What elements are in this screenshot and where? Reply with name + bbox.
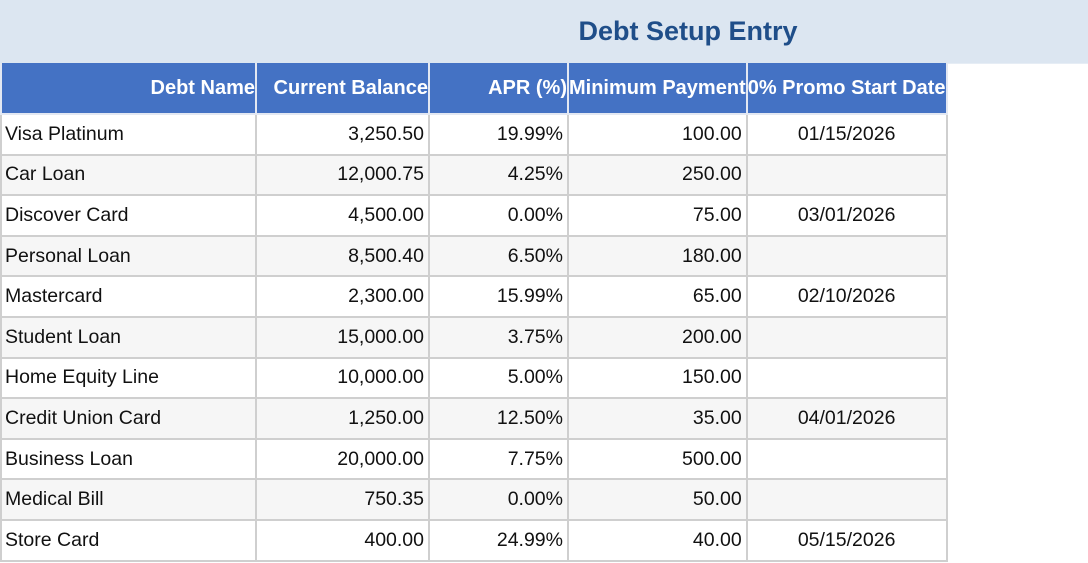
table-row: Personal Loan 8,500.40 6.50% 180.00 xyxy=(0,234,948,278)
balance-cell[interactable]: 8,500.40 xyxy=(255,234,430,278)
min-payment-cell[interactable]: 65.00 xyxy=(567,275,748,318)
apr-cell[interactable]: 3.75% xyxy=(428,315,569,359)
debt-name-cell[interactable]: Business Loan xyxy=(0,437,257,481)
header-current-balance[interactable]: Current Balance xyxy=(255,63,430,115)
min-payment-cell[interactable]: 180.00 xyxy=(567,234,748,278)
sheet-title: Debt Setup Entry xyxy=(578,16,798,46)
promo-date-cell[interactable] xyxy=(745,315,948,359)
balance-cell[interactable]: 1,250.00 xyxy=(255,397,430,440)
promo-date-cell[interactable] xyxy=(745,478,948,521)
debt-name-cell[interactable]: Medical Bill xyxy=(0,478,257,521)
header-debt-name[interactable]: Debt Name xyxy=(0,63,257,115)
debt-name-cell[interactable]: Personal Loan xyxy=(0,234,257,278)
balance-cell[interactable]: 12,000.75 xyxy=(255,153,430,197)
debt-name-cell[interactable]: Home Equity Line xyxy=(0,356,257,400)
apr-cell[interactable]: 5.00% xyxy=(428,356,569,400)
promo-date-cell[interactable] xyxy=(745,356,948,400)
promo-date-cell[interactable]: 05/15/2026 xyxy=(745,518,948,562)
min-payment-cell[interactable]: 75.00 xyxy=(567,194,748,237)
promo-date-cell[interactable]: 02/10/2026 xyxy=(745,275,948,318)
min-payment-cell[interactable]: 150.00 xyxy=(567,356,748,400)
promo-date-cell[interactable] xyxy=(745,153,948,197)
min-payment-cell[interactable]: 35.00 xyxy=(567,397,748,440)
min-payment-cell[interactable]: 100.00 xyxy=(567,113,748,156)
table-row: Car Loan 12,000.75 4.25% 250.00 xyxy=(0,153,948,197)
apr-cell[interactable]: 24.99% xyxy=(428,518,569,562)
balance-cell[interactable]: 15,000.00 xyxy=(255,315,430,359)
header-minimum-payment[interactable]: Minimum Payment xyxy=(567,63,748,115)
apr-cell[interactable]: 19.99% xyxy=(428,113,569,156)
min-payment-cell[interactable]: 40.00 xyxy=(567,518,748,562)
header-apr[interactable]: APR (%) xyxy=(428,63,569,115)
debt-name-cell[interactable]: Student Loan xyxy=(0,315,257,359)
table-row: Medical Bill 750.35 0.00% 50.00 xyxy=(0,478,948,521)
debt-name-cell[interactable]: Visa Platinum xyxy=(0,113,257,156)
header-promo-start-date[interactable]: 0% Promo Start Date xyxy=(745,63,948,115)
apr-cell[interactable]: 6.50% xyxy=(428,234,569,278)
table-row: Store Card 400.00 24.99% 40.00 05/15/2026 xyxy=(0,518,948,562)
balance-cell[interactable]: 20,000.00 xyxy=(255,437,430,481)
balance-cell[interactable]: 3,250.50 xyxy=(255,113,430,156)
apr-cell[interactable]: 7.75% xyxy=(428,437,569,481)
table-row: Visa Platinum 3,250.50 19.99% 100.00 01/15/2… xyxy=(0,113,948,156)
balance-cell[interactable]: 400.00 xyxy=(255,518,430,562)
table-row: Credit Union Card 1,250.00 12.50% 35.00 04/0… xyxy=(0,397,948,440)
promo-date-cell[interactable]: 01/15/2026 xyxy=(745,113,948,156)
table-row: Mastercard 2,300.00 15.99% 65.00 02/10/2026 xyxy=(0,275,948,318)
min-payment-cell[interactable]: 50.00 xyxy=(567,478,748,521)
apr-cell[interactable]: 4.25% xyxy=(428,153,569,197)
title-band: Debt Setup Entry xyxy=(0,0,1088,64)
table-row: Student Loan 15,000.00 3.75% 200.00 xyxy=(0,315,948,359)
debt-table: Debt Name Current Balance APR (%) Minimu… xyxy=(0,63,948,562)
apr-cell[interactable]: 0.00% xyxy=(428,478,569,521)
promo-date-cell[interactable] xyxy=(745,234,948,278)
min-payment-cell[interactable]: 200.00 xyxy=(567,315,748,359)
table-row: Discover Card 4,500.00 0.00% 75.00 03/01/202… xyxy=(0,194,948,237)
debt-name-cell[interactable]: Credit Union Card xyxy=(0,397,257,440)
balance-cell[interactable]: 750.35 xyxy=(255,478,430,521)
debt-name-cell[interactable]: Discover Card xyxy=(0,194,257,237)
promo-date-cell[interactable]: 03/01/2026 xyxy=(745,194,948,237)
debt-name-cell[interactable]: Store Card xyxy=(0,518,257,562)
apr-cell[interactable]: 12.50% xyxy=(428,397,569,440)
debt-name-cell[interactable]: Mastercard xyxy=(0,275,257,318)
table-row: Business Loan 20,000.00 7.75% 500.00 xyxy=(0,437,948,481)
promo-date-cell[interactable] xyxy=(745,437,948,481)
apr-cell[interactable]: 0.00% xyxy=(428,194,569,237)
min-payment-cell[interactable]: 500.00 xyxy=(567,437,748,481)
table-row: Home Equity Line 10,000.00 5.00% 150.00 xyxy=(0,356,948,400)
apr-cell[interactable]: 15.99% xyxy=(428,275,569,318)
balance-cell[interactable]: 2,300.00 xyxy=(255,275,430,318)
min-payment-cell[interactable]: 250.00 xyxy=(567,153,748,197)
balance-cell[interactable]: 4,500.00 xyxy=(255,194,430,237)
balance-cell[interactable]: 10,000.00 xyxy=(255,356,430,400)
debt-name-cell[interactable]: Car Loan xyxy=(0,153,257,197)
promo-date-cell[interactable]: 04/01/2026 xyxy=(745,397,948,440)
header-row: Debt Name Current Balance APR (%) Minimu… xyxy=(0,63,948,115)
